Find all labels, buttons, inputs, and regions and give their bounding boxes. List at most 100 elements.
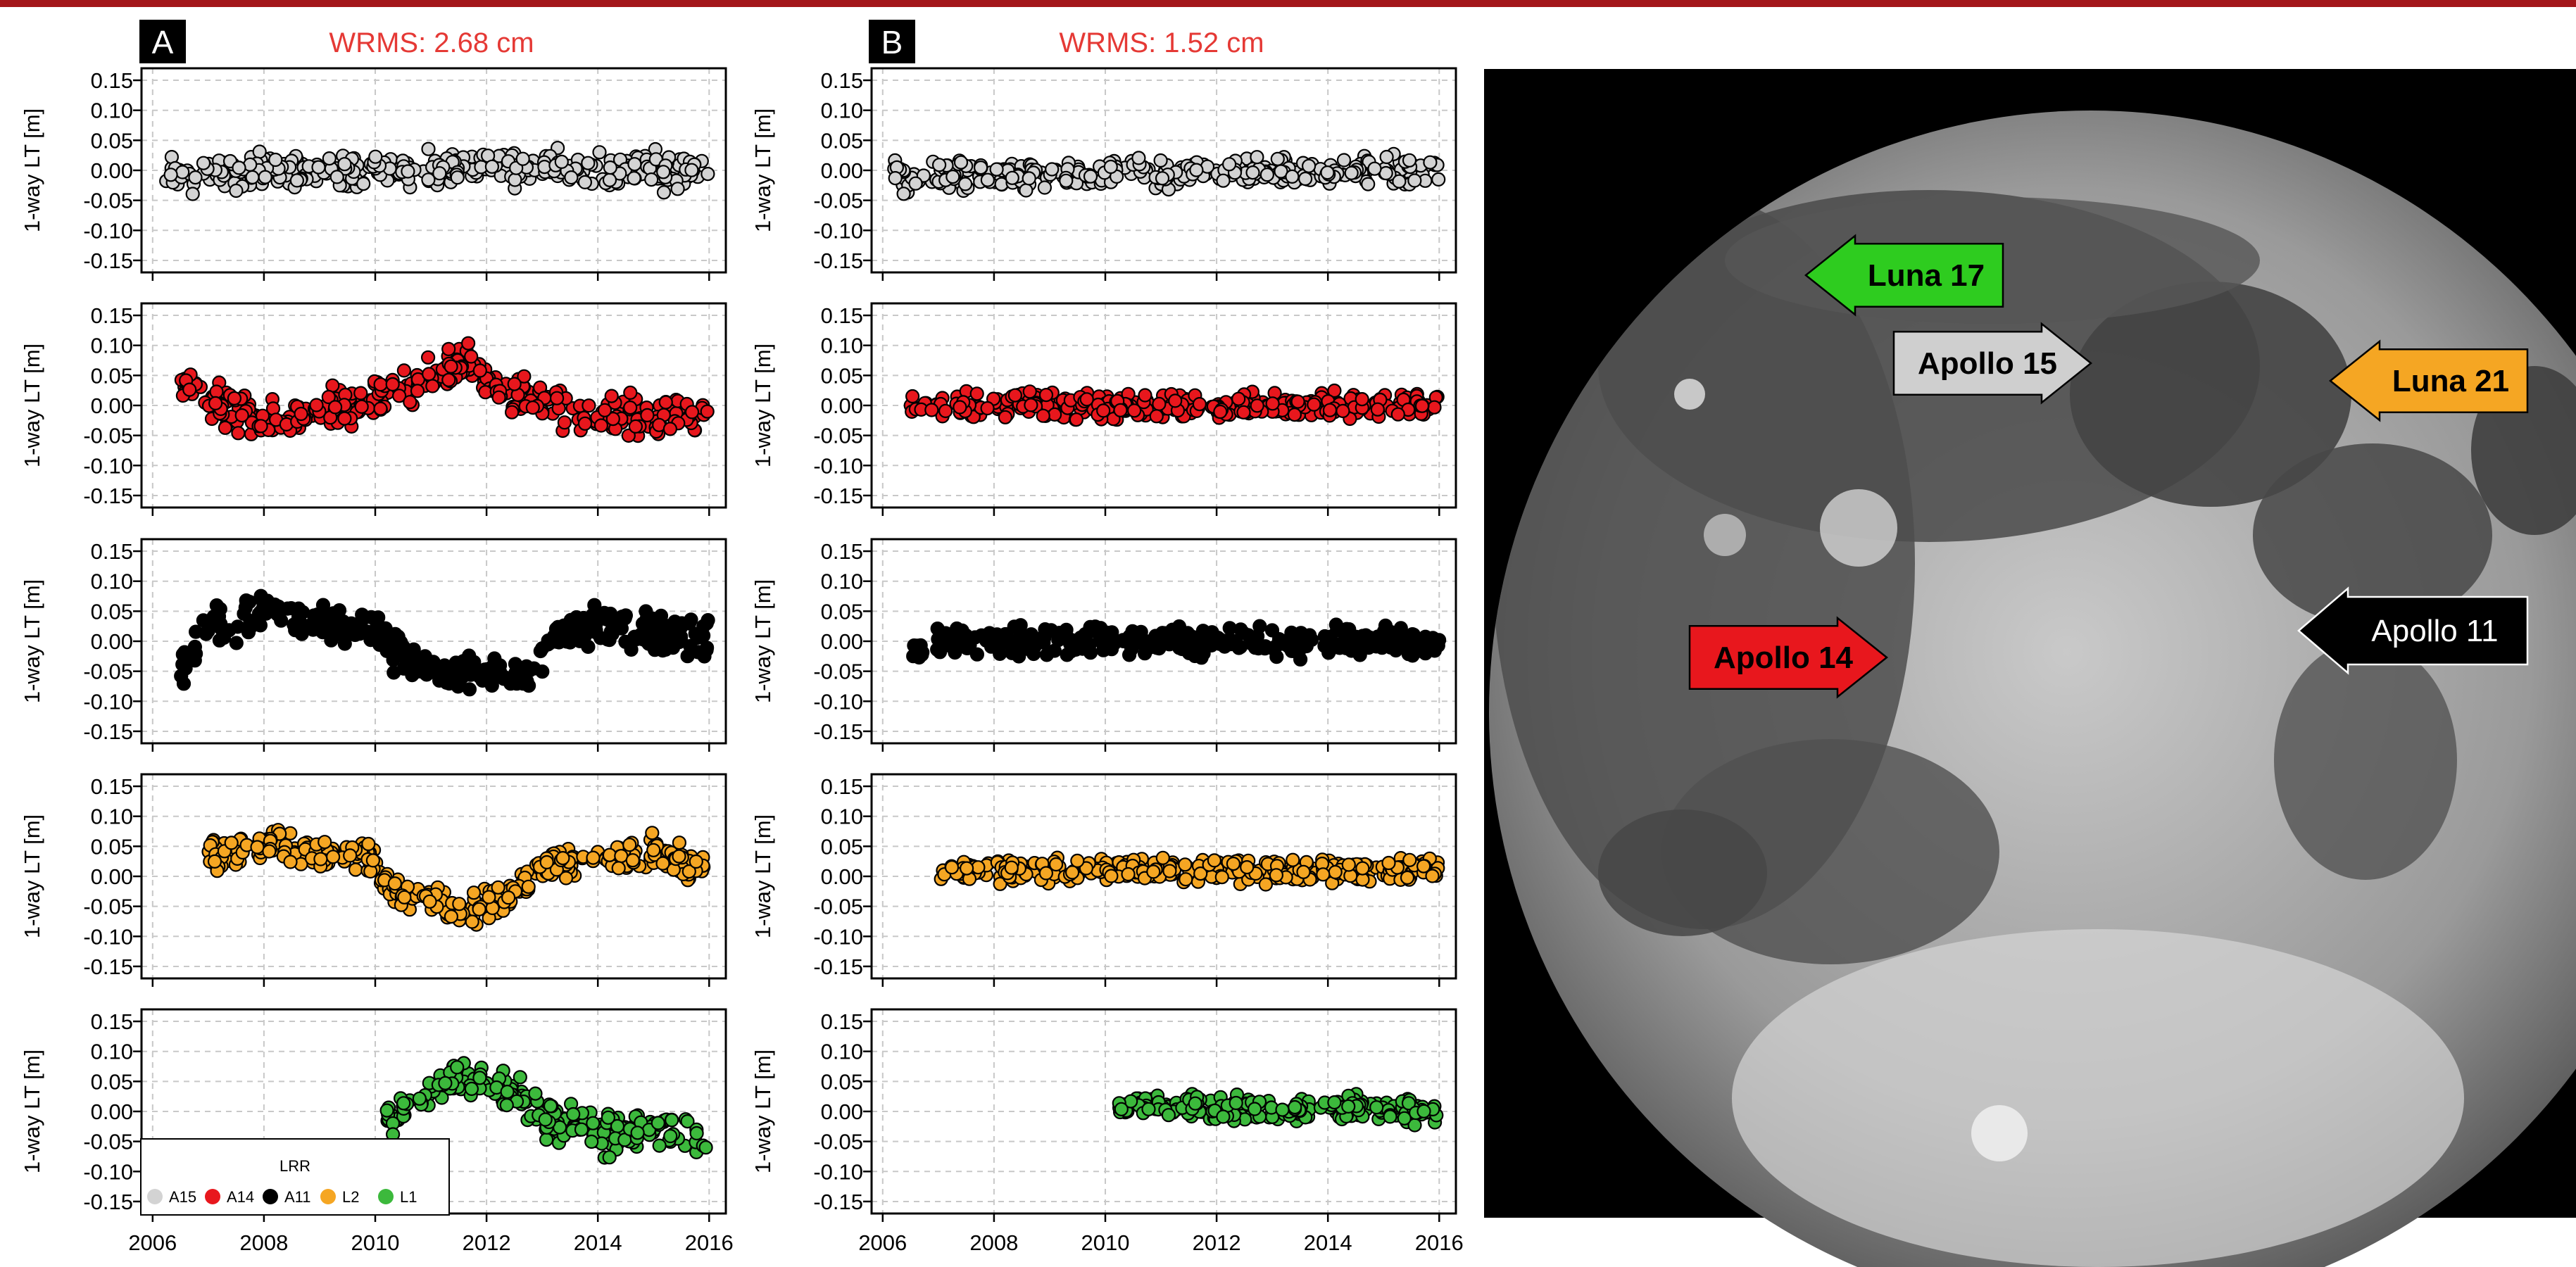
data-point-a15 [258,170,272,184]
data-point-l1 [1188,1096,1202,1111]
data-point-a14 [1370,402,1386,417]
data-point-a14 [969,386,984,401]
data-point-a11 [653,624,667,638]
data-point-a11 [915,647,929,662]
data-point-a11 [212,633,227,648]
data-point-a14 [577,416,593,431]
data-point-l2 [422,894,437,909]
data-point-a15 [329,170,344,184]
y-tick-label: 0.10 [91,569,133,594]
y-tick-label: -0.10 [83,689,133,714]
data-point-a11 [507,669,522,685]
data-point-l2 [1425,869,1440,883]
y-tick-label: 0.00 [91,393,133,418]
data-point-l1 [1369,1100,1384,1115]
data-point-a14 [1047,407,1062,422]
data-point-a11 [991,638,1005,653]
data-point-a14 [1024,398,1038,412]
plot-a11: 0.15 0.10 0.05 0.00 -0.05 -0.10 -0.15 1-way LT … [20,538,727,752]
data-point-a11 [1264,623,1280,638]
data-point-a11 [1302,628,1317,643]
data-point-a14 [441,372,456,387]
data-point-l1 [1114,1102,1129,1116]
data-point-a15 [368,149,383,164]
data-point-a11 [1130,635,1145,650]
data-point-a14 [1327,383,1342,398]
data-point-a11 [229,636,244,650]
data-point-a14 [354,399,369,414]
data-point-a11 [1097,627,1112,642]
y-tick-label: -0.15 [813,719,863,744]
mare-serenitatis [2070,282,2351,507]
arrow-apollo-11 [2297,586,2529,675]
y-tick-label: 0.00 [91,158,133,183]
plot-a14: 0.15 0.10 0.05 0.00 -0.05 -0.10 -0.15 1-way LT … [20,302,727,516]
x-tick-label: 2008 [239,1230,288,1255]
data-point-a15 [980,172,995,187]
data-point-a15 [1402,153,1417,168]
data-point-a14 [1355,391,1369,407]
data-point-a15 [592,145,607,160]
y-tick-label: 0.10 [91,1040,133,1064]
y-tick-label: 0.10 [91,334,133,358]
data-point-a15 [627,157,642,172]
data-point-l2 [1240,859,1255,875]
data-point-a15 [896,187,911,201]
data-point-a15 [1367,161,1382,176]
data-point-a15 [268,152,283,168]
data-point-a15 [957,177,973,191]
data-point-l2 [1038,866,1054,881]
data-point-a14 [420,350,436,365]
data-point-a14 [410,384,425,398]
data-point-a15 [1423,155,1438,170]
data-point-l2 [1316,867,1331,882]
data-point-a14 [1322,403,1338,417]
data-point-a11 [396,649,410,664]
data-point-a14 [684,405,700,420]
plot-a15: 0.15 0.10 0.05 0.00 -0.05 -0.10 -0.15 1-way LT … [20,67,727,281]
data-point-a11 [189,624,203,639]
panel-a-wrms: WRMS: 2.68 cm [329,27,534,58]
data-point-l2 [1146,864,1161,879]
label-luna-21: Luna 21 [2392,364,2509,398]
data-point-a14 [218,420,232,435]
data-point-a15 [656,185,672,200]
data-point-a11 [1078,626,1093,642]
y-tick-label: 0.15 [821,774,863,799]
y-tick-label: 0.05 [91,599,133,624]
data-point-a15 [1103,159,1118,175]
panel-b-wrms: WRMS: 1.52 cm [1059,27,1264,58]
data-point-a11 [1252,619,1267,634]
data-point-a14 [1126,403,1142,418]
data-point-a15 [1298,171,1313,187]
data-point-a14 [517,369,532,384]
plot-a14: 0.15 0.10 0.05 0.00 -0.05 -0.10 -0.15 1-way LT … [750,302,1457,516]
x-tick-label: 2016 [1415,1230,1464,1255]
data-point-a14 [403,395,417,410]
data-point-l2 [1341,857,1356,872]
data-point-l2 [501,890,516,905]
data-point-a14 [444,359,458,374]
data-point-l2 [1328,864,1343,880]
data-point-a15 [564,170,579,185]
data-point-a14 [1414,398,1430,413]
data-point-a14 [998,410,1013,424]
data-point-a14 [621,428,636,443]
data-point-l1 [464,1081,479,1097]
data-point-a15 [1216,173,1231,188]
data-point-l2 [1355,861,1370,876]
x-tick-label: 2014 [574,1230,622,1255]
data-point-a11 [931,631,945,647]
data-point-a11 [961,641,976,655]
y-axis-label: 1-way LT [m] [20,108,44,232]
data-point-a15 [356,177,371,191]
data-point-a14 [1168,393,1183,408]
legend-marker-l2 [320,1189,336,1204]
data-point-a15 [1059,173,1074,188]
data-point-a14 [1138,388,1152,403]
data-point-l2 [1286,852,1300,867]
data-point-l2 [646,843,661,857]
data-point-a11 [1212,636,1227,651]
label-apollo-15: Apollo 15 [1918,346,2057,381]
data-point-a11 [258,606,273,621]
